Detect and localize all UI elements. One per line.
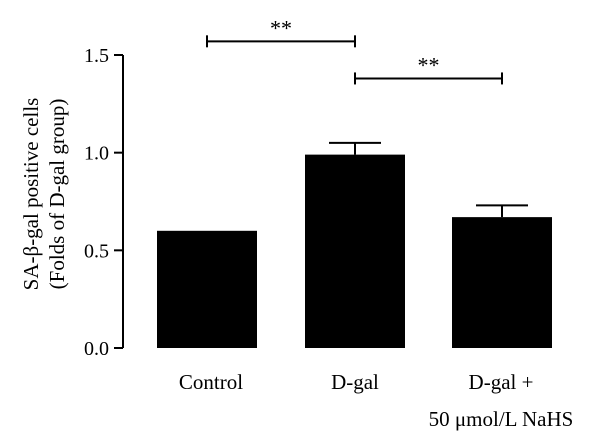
x-label-1-line-0: D-gal: [331, 370, 379, 394]
significance-label-1: **: [418, 52, 440, 77]
bars: [157, 141, 552, 348]
x-label-2-line-0: D-gal +: [469, 370, 534, 394]
bar-1: [305, 154, 405, 348]
y-axis-title: SA-β-gal positive cells (Folds of D-gal …: [19, 98, 69, 291]
y-tick-label-3: 1.5: [84, 45, 109, 67]
x-label-2-line-1: 50 μmol/L NaHS: [429, 407, 574, 431]
bar-2: [452, 217, 552, 348]
significance-label-0: **: [270, 15, 292, 40]
y-tick-label-2: 1.0: [84, 143, 109, 165]
y-ticks: 0.0 0.5 1.0 1.5: [84, 45, 123, 360]
y-tick-label-0: 0.0: [84, 338, 109, 360]
significance-brackets: ** **: [206, 15, 503, 85]
bar-0: [157, 230, 257, 348]
y-tick-label-1: 0.5: [84, 240, 109, 262]
x-label-0-line-0: Control: [179, 370, 243, 394]
y-axis-title-line-1: SA-β-gal positive cells: [19, 98, 43, 291]
y-axis-title-line-2: (Folds of D-gal group): [45, 99, 69, 290]
x-axis-labels: Control D-gal D-gal + 50 μmol/L NaHS: [179, 370, 573, 431]
